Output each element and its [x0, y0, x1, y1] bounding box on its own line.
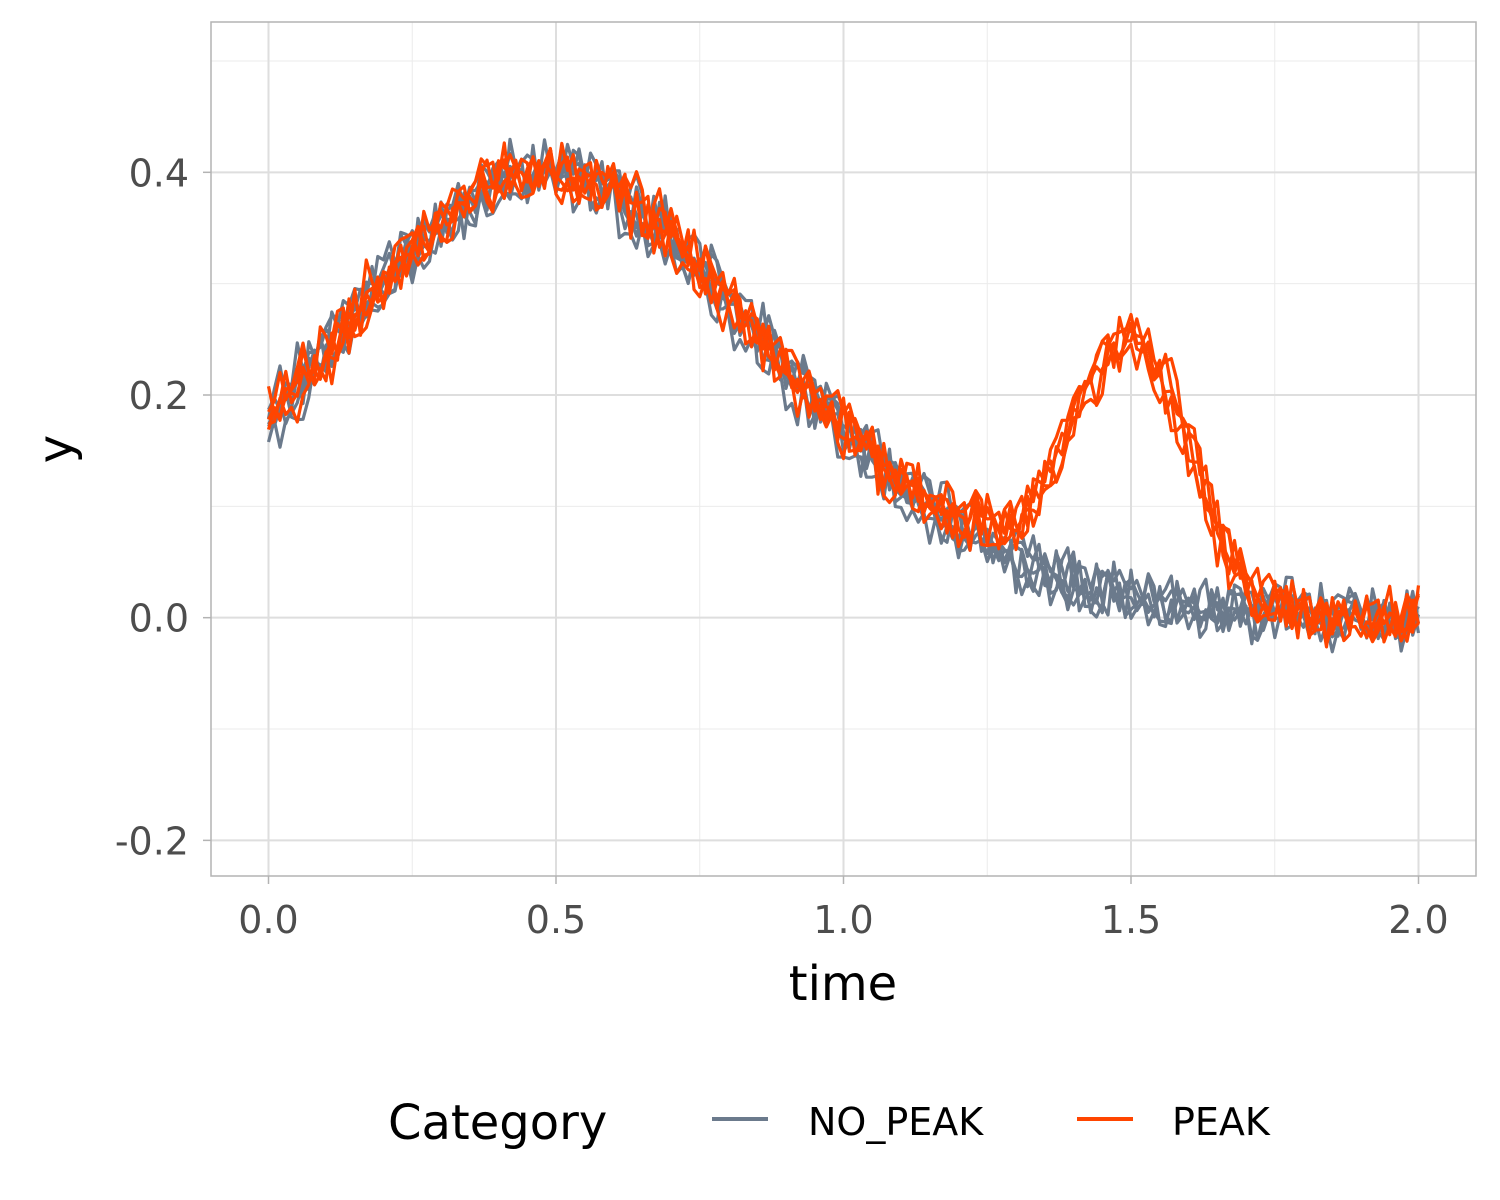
legend: Category NO_PEAK PEAK: [388, 1095, 1271, 1151]
x-tick-label: 0.0: [238, 898, 298, 942]
x-axis-title: time: [789, 956, 897, 1012]
x-tick-label: 1.5: [1101, 898, 1161, 942]
y-tick-label: 0.2: [129, 374, 189, 418]
series-line-peak: [267, 147, 1421, 647]
y-tick-label: -0.2: [115, 819, 189, 863]
y-tick-label: 0.4: [129, 151, 189, 195]
x-tick-label: 2.0: [1388, 898, 1448, 942]
series-line-peak: [267, 146, 1421, 643]
series-line-no-peak: [268, 137, 1421, 641]
legend-title: Category: [388, 1095, 607, 1151]
legend-label-peak: PEAK: [1172, 1100, 1271, 1144]
y-tick-label: 0.0: [129, 597, 189, 641]
y-axis-title: y: [28, 435, 84, 463]
x-axis: 0.0 0.5 1.0 1.5 2.0: [238, 876, 1449, 942]
x-tick-label: 0.5: [526, 898, 586, 942]
x-tick-label: 1.0: [813, 898, 873, 942]
y-axis: -0.2 0.0 0.2 0.4: [115, 151, 211, 863]
series-lines: [266, 137, 1421, 654]
legend-label-no-peak: NO_PEAK: [808, 1100, 984, 1144]
